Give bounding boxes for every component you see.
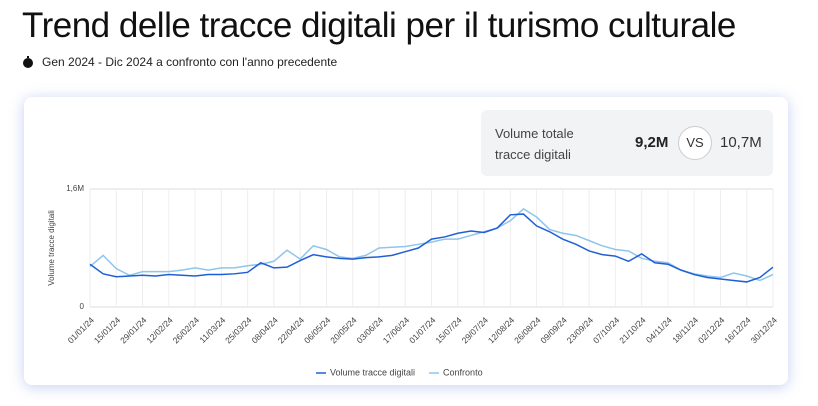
x-tick-label: 18/11/24 (670, 315, 700, 345)
x-tick-label: 26/08/24 (512, 315, 543, 346)
x-tick-label: 29/07/24 (460, 315, 491, 346)
y-axis-label: Volume tracce digitali (47, 210, 56, 286)
summary-current: 9,2M (635, 134, 669, 151)
x-tick-label: 12/08/24 (486, 315, 517, 346)
x-tick-label: 29/01/24 (118, 315, 149, 346)
x-tick-label: 16/12/24 (722, 315, 753, 346)
subtitle-row: Gen 2024 - Dic 2024 a confronto con l'an… (22, 55, 337, 69)
x-tick-label: 21/10/24 (617, 315, 648, 346)
x-tick-label: 08/04/24 (249, 315, 280, 346)
y-tick-label: 1,6M (66, 184, 84, 193)
x-tick-label: 26/02/24 (171, 315, 202, 346)
x-tick-label: 22/04/24 (276, 315, 307, 346)
summary-label: Volume totale tracce digitali (495, 126, 574, 162)
series-line (89, 213, 774, 283)
x-tick-label: 20/05/24 (328, 315, 359, 346)
x-tick-label: 04/11/24 (644, 315, 674, 345)
summary-vs: VS (678, 126, 712, 160)
legend-label: Confronto (443, 367, 483, 377)
x-tick-label: 23/09/24 (565, 315, 596, 346)
summary-box: Volume totale tracce digitali 9,2M VS 10… (481, 110, 773, 176)
x-tick-label: 06/05/24 (302, 315, 333, 346)
x-tick-label: 03/06/24 (354, 315, 385, 346)
x-tick-label: 15/01/24 (92, 315, 123, 346)
x-tick-label: 02/12/24 (696, 315, 727, 346)
x-tick-label: 25/03/24 (223, 315, 254, 346)
x-tick-label: 30/12/24 (749, 315, 780, 346)
x-tick-label: 11/03/24 (197, 315, 227, 345)
legend-label: Volume tracce digitali (330, 367, 415, 377)
timer-icon (23, 56, 33, 68)
subtitle: Gen 2024 - Dic 2024 a confronto con l'an… (42, 55, 338, 69)
x-tick-label: 01/01/24 (66, 315, 97, 346)
x-tick-label: 12/02/24 (144, 315, 175, 346)
x-tick-label: 15/07/24 (433, 315, 464, 346)
x-tick-label: 01/07/24 (407, 315, 438, 346)
x-tick-label: 09/09/24 (538, 315, 569, 346)
page-title: Trend delle tracce digitali per il turis… (22, 6, 736, 45)
x-tick-label: 17/06/24 (381, 315, 412, 346)
x-tick-label: 07/10/24 (591, 315, 622, 346)
y-tick-label: 0 (80, 302, 85, 311)
summary-previous: 10,7M (720, 134, 762, 151)
series-line (89, 207, 774, 282)
